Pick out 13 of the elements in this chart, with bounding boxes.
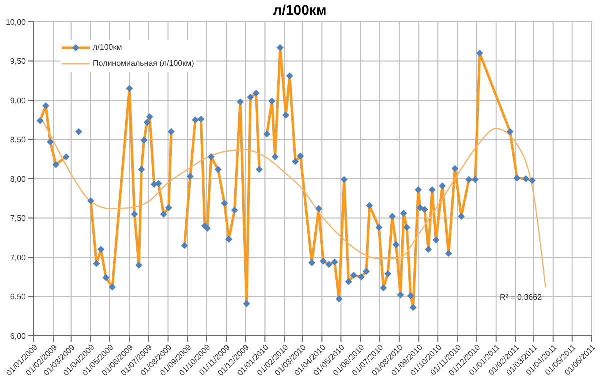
legend-label: л/100км <box>93 42 122 54</box>
y-tick-label: 10,00 <box>6 18 27 27</box>
y-tick-label: 9,00 <box>10 96 27 106</box>
legend-label: Полиномиальная (л/100км) <box>93 58 194 70</box>
y-tick-label: 8,50 <box>10 136 27 145</box>
y-tick-label: 6,50 <box>10 292 27 302</box>
annotation: R² = 0,3662 <box>500 293 543 302</box>
y-tick-label: 7,50 <box>10 214 27 224</box>
y-tick-label: 7,00 <box>10 253 27 262</box>
y-tick-label: 8,00 <box>10 174 27 184</box>
y-tick-label: 6,00 <box>10 332 27 341</box>
y-tick-label: 9,50 <box>10 57 27 66</box>
chart-title: л/100км <box>272 2 328 18</box>
